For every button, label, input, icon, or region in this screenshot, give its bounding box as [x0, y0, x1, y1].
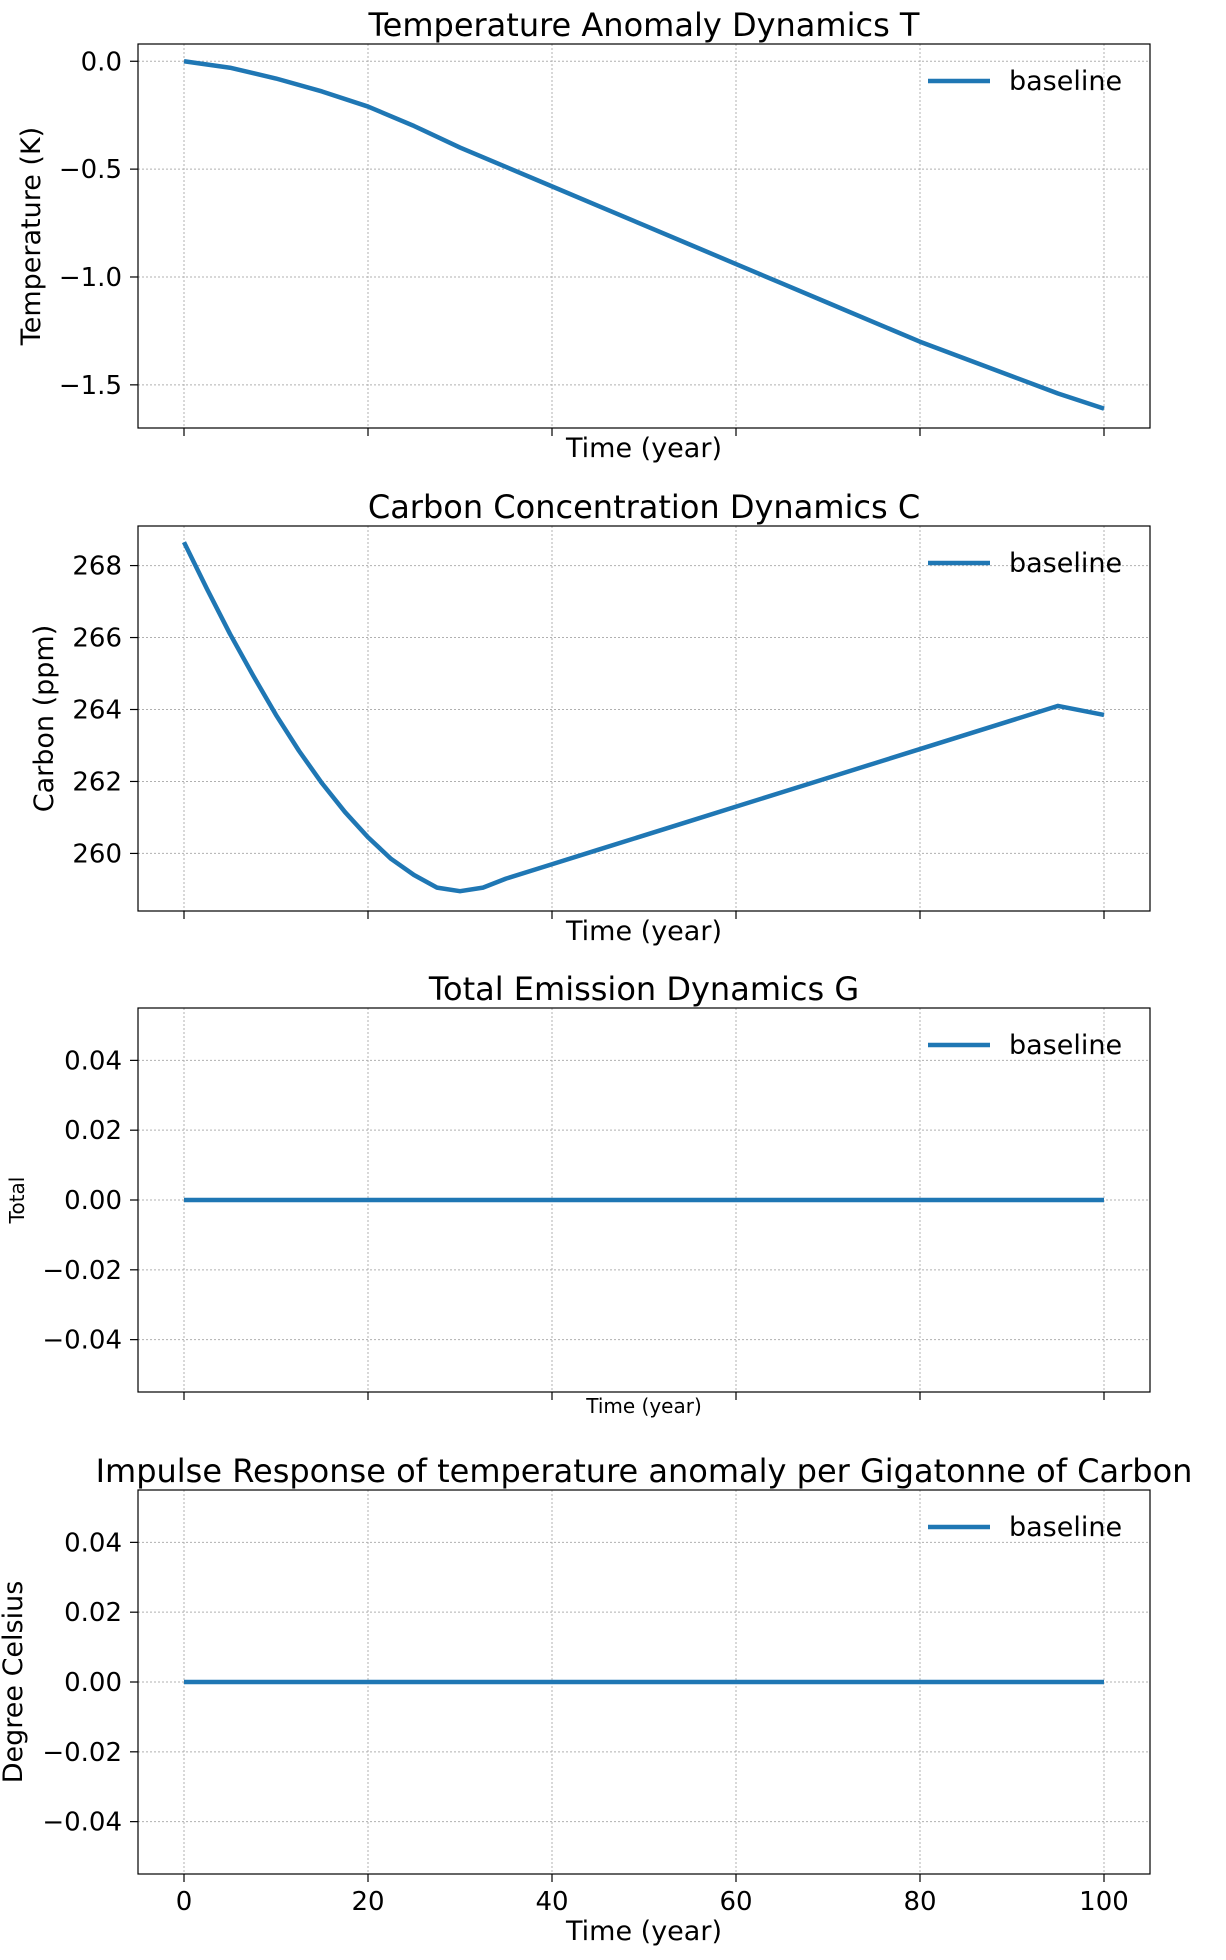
- y-tick-label: −0.5: [59, 155, 122, 185]
- y-axis-label: Degree Celsius: [0, 1581, 29, 1784]
- y-tick-label: −1.5: [59, 371, 122, 401]
- x-tick-label: 40: [535, 1887, 568, 1917]
- legend: baseline: [928, 548, 1122, 579]
- axes-frame: [137, 1007, 1151, 1393]
- x-axis-label: Time (year): [565, 1916, 722, 1947]
- y-tick-label: 0.0: [81, 47, 122, 77]
- legend: baseline: [928, 1030, 1122, 1061]
- chart-panel-1: 0.0 −0.5 −1.0 −1.5 Temperature Anomaly Dynam…: [16, 6, 1151, 464]
- x-axis-label: Time (year): [585, 1394, 702, 1418]
- y-tick-label: −1.0: [59, 263, 122, 293]
- y-tick-label: 0.04: [64, 1046, 122, 1076]
- series-line-baseline: [183, 59, 1105, 411]
- x-axis-label: Time (year): [565, 433, 722, 464]
- y-axis-label: Total: [5, 1177, 29, 1225]
- legend: baseline: [928, 1512, 1122, 1543]
- chart-title: Total Emission Dynamics G: [428, 970, 859, 1008]
- chart-panel-2: 260 262 264 266 268 Carbon Concentration Dyna…: [29, 488, 1151, 947]
- series-line-baseline: [181, 541, 1105, 894]
- y-tick-label: −0.02: [42, 1738, 122, 1768]
- chart-title: Temperature Anomaly Dynamics T: [368, 6, 920, 44]
- x-tick-label: 80: [903, 1887, 936, 1917]
- y-tick-label: 266: [72, 624, 122, 654]
- chart-panel-3: 0.04 0.02 0.00 −0.02 −0.04 Total Emission Dyn…: [5, 970, 1151, 1418]
- chart-panel-4: 0.04 0.02 0.00 −0.02 −0.04 0 20 40 60 80 100 Impuls…: [0, 1452, 1192, 1947]
- x-tick-label: 20: [351, 1887, 384, 1917]
- axes-frame: [137, 43, 1151, 429]
- y-tick-label: 0.00: [64, 1668, 122, 1698]
- legend-label: baseline: [1009, 548, 1122, 579]
- x-tick-label: 100: [1079, 1887, 1129, 1917]
- y-tick-label: 0.02: [64, 1116, 122, 1146]
- legend-label: baseline: [1009, 1030, 1122, 1061]
- x-tick-label: 60: [719, 1887, 752, 1917]
- chart-title: Impulse Response of temperature anomaly …: [96, 1452, 1193, 1490]
- y-tick-label: 268: [72, 552, 122, 582]
- y-tick-label: 264: [72, 696, 122, 726]
- y-tick-label: −0.02: [42, 1256, 122, 1286]
- y-tick-label: 0.04: [64, 1528, 122, 1558]
- y-tick-label: −0.04: [42, 1326, 122, 1356]
- y-axis-label: Temperature (K): [16, 127, 47, 346]
- legend-label: baseline: [1009, 1512, 1122, 1543]
- y-tick-label: 260: [72, 839, 122, 869]
- legend-label: baseline: [1009, 66, 1122, 97]
- x-axis-label: Time (year): [565, 916, 722, 947]
- y-tick-label: −0.04: [42, 1808, 122, 1838]
- axes-frame: [137, 1489, 1151, 1875]
- chart-title: Carbon Concentration Dynamics C: [368, 488, 920, 526]
- y-tick-label: 262: [72, 767, 122, 797]
- y-tick-label: 0.00: [64, 1186, 122, 1216]
- y-axis-label: Carbon (ppm): [29, 625, 60, 813]
- axes-frame: [137, 525, 1151, 912]
- legend: baseline: [928, 66, 1122, 97]
- x-tick-label: 0: [176, 1887, 193, 1917]
- y-tick-label: 0.02: [64, 1598, 122, 1628]
